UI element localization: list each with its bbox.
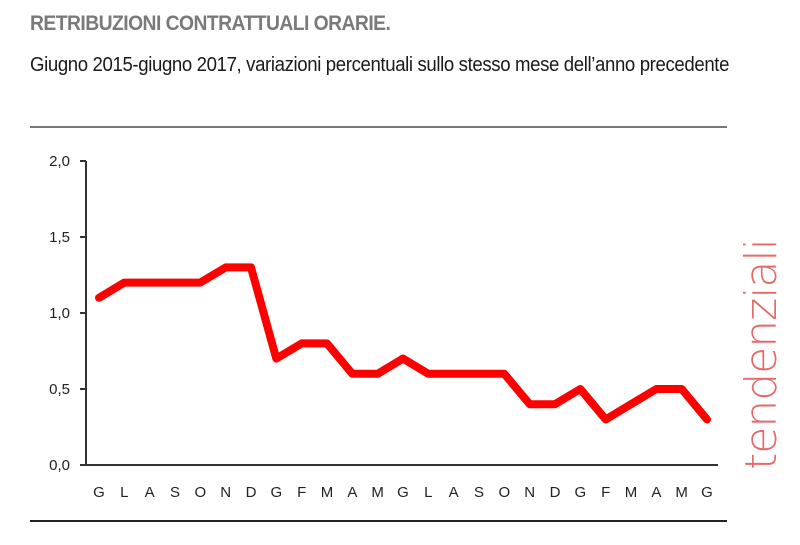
- x-tick-label: A: [651, 484, 661, 501]
- y-tick-label: 1,5: [49, 229, 70, 246]
- x-tick-label: D: [246, 484, 257, 501]
- x-tick-label: G: [93, 484, 105, 501]
- x-tick-label: G: [701, 484, 713, 501]
- x-tick-label: O: [498, 484, 510, 501]
- series-line: [95, 263, 711, 424]
- x-tick-label: M: [371, 484, 384, 501]
- data-series: [95, 263, 711, 424]
- x-tick-label: S: [474, 484, 484, 501]
- x-tick-label: G: [270, 484, 282, 501]
- y-axis-side-label: tendenziali: [736, 239, 787, 470]
- x-tick-label: S: [170, 484, 180, 501]
- bottom-divider: [30, 520, 727, 522]
- y-tick-label: 0,0: [49, 457, 70, 474]
- x-tick-label: L: [424, 484, 432, 501]
- x-tick-label: A: [145, 484, 155, 501]
- x-tick-label: N: [524, 484, 535, 501]
- y-tick-label: 0,5: [49, 381, 70, 398]
- top-divider: [30, 126, 727, 128]
- chart-subtitle: Giugno 2015-giugno 2017, variazioni perc…: [30, 54, 730, 76]
- x-tick-label: F: [297, 484, 306, 501]
- x-tick-label: O: [194, 484, 206, 501]
- x-tick-label: M: [321, 484, 334, 501]
- x-tick-label: A: [347, 484, 357, 501]
- x-tick-label: M: [625, 484, 638, 501]
- y-axis: 0,0 0,5 1,0 1,5 2,0: [49, 153, 87, 474]
- x-tick-label: L: [120, 484, 128, 501]
- x-tick-label: G: [574, 484, 586, 501]
- x-tick-label: D: [550, 484, 561, 501]
- chart-title: RETRIBUZIONI CONTRATTUALI ORARIE.: [30, 12, 391, 35]
- y-tick-label: 2,0: [49, 153, 70, 170]
- y-tick-label: 1,0: [49, 305, 70, 322]
- x-tick-label: N: [220, 484, 231, 501]
- x-tick-label: F: [601, 484, 610, 501]
- x-tick-label: G: [397, 484, 409, 501]
- x-tick-label: A: [449, 484, 459, 501]
- x-tick-label: M: [675, 484, 688, 501]
